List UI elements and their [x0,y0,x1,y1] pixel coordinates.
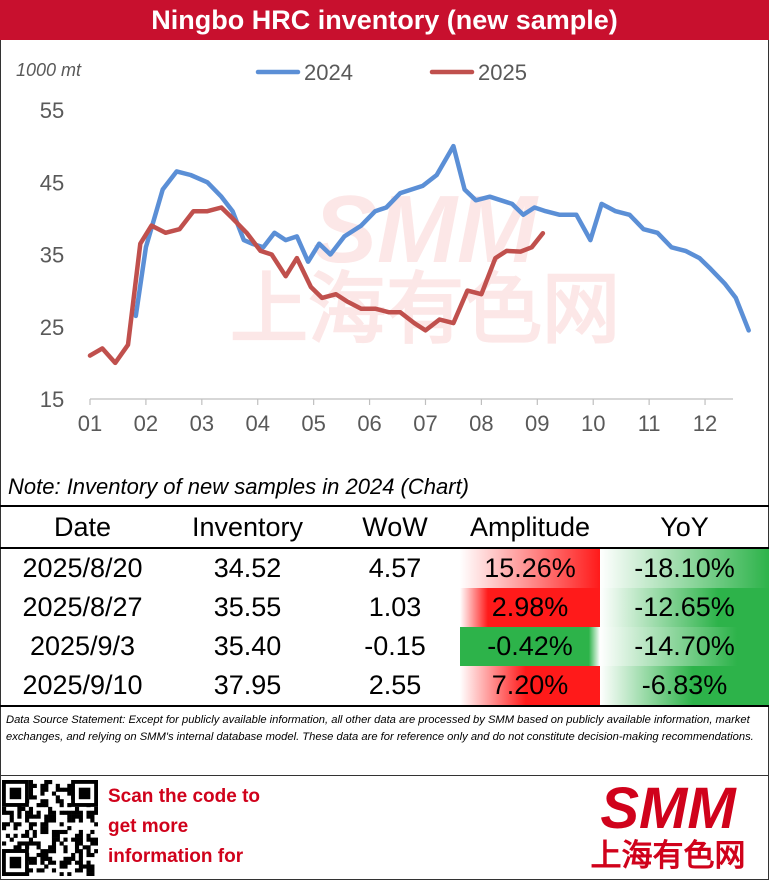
legend-label-2024: 2024 [304,60,353,85]
smm-logo: SMM 上海有色网 [591,778,746,874]
cell-amplitude: 2.98% [460,588,600,627]
chart-legend: 2024 2025 [255,60,527,85]
cell-yoy: -18.10% [600,548,769,588]
divider [0,775,769,776]
x-tick-label: 05 [301,411,325,436]
x-tick-label: 02 [134,411,158,436]
cell-amplitude: -0.42% [460,627,600,666]
cell-inventory: 35.55 [213,592,282,622]
x-tick-label: 01 [78,411,102,436]
table-row: 2025/9/10 37.95 2.55 7.20% -6.83% [0,666,769,707]
scan-prompt: Scan the code to get more information fo… [108,782,308,872]
header-amplitude: Amplitude [460,505,600,549]
y-tick-label: 55 [40,98,64,123]
x-tick-label: 09 [525,411,549,436]
x-tick-label: 06 [357,411,381,436]
x-tick-label: 04 [245,411,269,436]
table-row: 2025/8/20 34.52 4.57 15.26% -18.10% [0,548,769,588]
cell-yoy: -6.83% [600,666,769,707]
scan-line-2: get more [108,816,189,837]
y-axis-unit: 1000 mt [16,60,82,80]
cell-yoy: -14.70% [600,627,769,666]
legend-label-2025: 2025 [478,60,527,85]
y-tick-label: 25 [40,315,64,340]
cell-amplitude: 15.26% [460,548,600,588]
table-header-row: Date Inventory WoW Amplitude YoY [0,505,769,549]
header-yoy: YoY [600,505,769,549]
chart-axes: 1000 mt 15 25 35 45 55 01 02 03 04 05 06 07 08 09 10 11 1… [16,60,733,436]
inventory-table: Date Inventory WoW Amplitude YoY 2025/8/… [0,505,769,707]
cell-wow: -0.15 [364,631,426,661]
x-tick-label: 11 [638,411,661,436]
logo-smm-text: SMM [600,778,737,841]
data-source-statement: Data Source Statement: Except for public… [6,714,754,743]
scan-line-3: information for [108,846,244,867]
cell-date: 2025/9/10 [0,666,165,707]
chart-note: Note: Inventory of new samples in 2024 (… [8,474,470,499]
table-row: 2025/8/27 35.55 1.03 2.98% -12.65% [0,588,769,627]
qr-code-icon[interactable] [2,780,98,876]
cell-date: 2025/8/27 [22,592,143,622]
cell-wow: 4.57 [368,553,422,583]
table-row: 2025/9/3 35.40 -0.15 -0.42% -14.70% [0,627,769,666]
series-line-2024 [133,143,751,333]
y-tick-label: 35 [40,243,64,268]
cell-date: 2025/8/20 [22,553,143,583]
x-tick-label: 08 [469,411,493,436]
x-tick-label: 03 [190,411,214,436]
y-tick-label: 15 [40,387,64,412]
x-tick-label: 12 [693,411,717,436]
cell-wow: 2.55 [330,666,460,707]
y-tick-label: 45 [40,170,64,195]
watermark-smm-text: SMM [313,176,539,283]
cell-wow: 1.03 [368,592,422,622]
series-line-2025 [87,205,546,366]
chart-title: Ningbo HRC inventory (new sample) [0,0,769,40]
chart-series [87,143,751,366]
header-inventory: Inventory [165,505,330,549]
x-tick-label: 07 [413,411,437,436]
logo-cn-text: 上海有色网 [591,838,746,874]
header-date: Date [0,505,165,549]
cell-amplitude: 7.20% [460,666,600,707]
cell-inventory: 34.52 [213,553,282,583]
cell-yoy: -12.65% [600,588,769,627]
scan-line-1: Scan the code to [108,786,261,807]
cell-date: 2025/9/3 [29,631,136,661]
cell-inventory: 37.95 [165,666,330,707]
cell-inventory: 35.40 [213,631,282,661]
watermark-cn-text: 上海有色网 [230,265,620,355]
header-wow: WoW [330,505,460,549]
x-tick-label: 10 [581,411,605,436]
